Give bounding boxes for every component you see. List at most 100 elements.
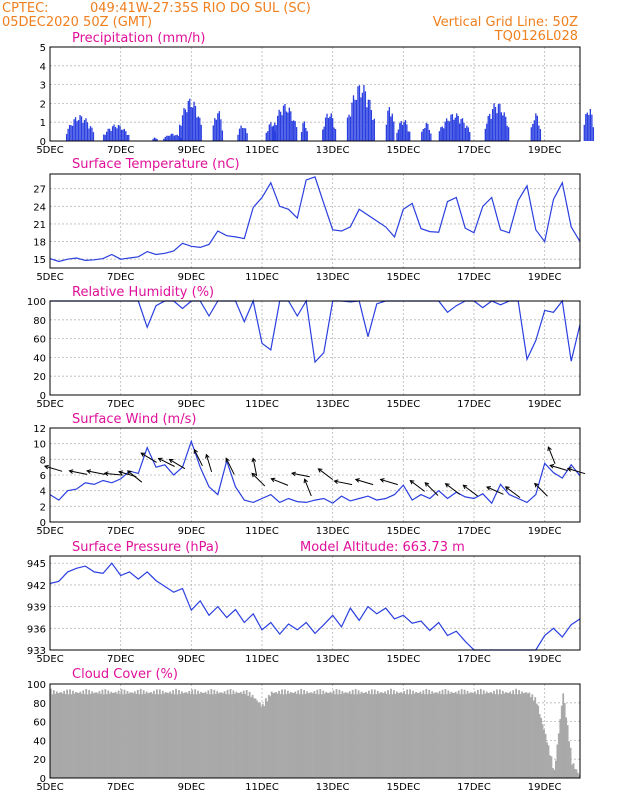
cloud-bar-81 xyxy=(169,691,172,778)
precip-bar-114 xyxy=(323,126,325,141)
cloud-bar-264 xyxy=(438,691,441,778)
xtick-rh-3: 11DEC xyxy=(245,399,279,410)
wind-arrowhead-14 xyxy=(270,477,276,483)
xtick-wind-4: 13DEC xyxy=(316,526,350,537)
wind-arrowhead-7 xyxy=(157,457,163,463)
precip-bar-36 xyxy=(128,134,130,141)
cloud-bar-101 xyxy=(198,693,201,778)
cloud-bar-42 xyxy=(111,692,114,778)
cloud-bar-124 xyxy=(232,690,235,778)
precip-bar-5 xyxy=(73,119,75,141)
ytick-wind-0: 0 xyxy=(40,518,46,529)
wind-arrowhead-0 xyxy=(43,464,49,470)
precip-bar-46 xyxy=(170,133,172,141)
cloud-bar-349 xyxy=(563,702,566,778)
precip-bar-18 xyxy=(92,132,95,141)
xtick-temp-7: 19DEC xyxy=(528,272,562,283)
cloud-bar-292 xyxy=(479,688,482,778)
cloud-bar-44 xyxy=(114,691,117,778)
cloud-bar-190 xyxy=(329,691,332,778)
series-line-temp xyxy=(49,176,581,263)
cloud-bar-300 xyxy=(491,693,494,778)
precip-bar-159 xyxy=(422,128,424,141)
cloud-bar-70 xyxy=(153,690,155,778)
cloud-bar-16 xyxy=(73,693,76,778)
cloud-bar-52 xyxy=(126,691,129,778)
ytick-wind-5: 10 xyxy=(33,440,46,451)
ytick-precip-3: 3 xyxy=(40,81,46,92)
xtick-wind-7: 19DEC xyxy=(528,526,562,537)
cloud-bar-314 xyxy=(512,690,515,778)
precip-bar-211 xyxy=(583,124,585,141)
wind-arrow-25 xyxy=(486,486,504,495)
wind-arrow-14 xyxy=(271,478,289,486)
cloud-bar-259 xyxy=(431,691,434,778)
cloud-bar-5 xyxy=(57,693,60,778)
cloud-bar-159 xyxy=(284,689,286,778)
precip-bar-205 xyxy=(532,123,534,141)
xtick-wind-5: 15DEC xyxy=(386,526,420,537)
precip-bar-16 xyxy=(89,126,92,141)
cloud-bar-209 xyxy=(357,690,360,778)
cloud-bar-2 xyxy=(52,690,55,778)
wind-arrowhead-24 xyxy=(462,484,468,490)
precip-bar-167 xyxy=(441,126,443,141)
cloud-bar-342 xyxy=(553,769,556,778)
cloud-bar-184 xyxy=(320,694,323,778)
cloud-bar-13 xyxy=(69,689,71,778)
ytick-cloud-4: 80 xyxy=(33,699,46,710)
wind-arrow-20 xyxy=(380,478,398,486)
cloud-bar-185 xyxy=(322,690,325,778)
precip-bar-2 xyxy=(68,124,71,141)
xtick-precip-4: 13DEC xyxy=(316,145,350,156)
cloud-bar-183 xyxy=(319,689,322,778)
precip-bar-35 xyxy=(126,134,128,141)
cloud-bar-181 xyxy=(316,689,319,778)
precip-bar-14 xyxy=(86,122,89,141)
cloud-bar-116 xyxy=(220,692,223,778)
cloud-bar-31 xyxy=(95,692,98,778)
cloud-bar-284 xyxy=(468,693,470,778)
cloud-bar-177 xyxy=(310,692,313,778)
cloud-bar-67 xyxy=(148,692,151,778)
precip-bar-185 xyxy=(467,127,469,141)
precip-bar-147 xyxy=(393,121,395,141)
cloud-bar-179 xyxy=(313,691,316,778)
wind-arrow-19 xyxy=(355,478,374,486)
cloud-bar-345 xyxy=(557,733,560,778)
cloud-bar-263 xyxy=(437,693,439,778)
precip-bar-204 xyxy=(530,127,532,141)
cloud-bar-53 xyxy=(128,693,130,778)
cloud-bar-226 xyxy=(382,693,385,778)
cloud-bar-0 xyxy=(50,688,52,778)
cloud-bar-336 xyxy=(544,734,547,778)
wind-arrow-22 xyxy=(424,482,439,496)
cloud-bar-228 xyxy=(385,693,388,778)
cloud-bar-262 xyxy=(435,692,438,778)
precip-bar-192 xyxy=(491,109,494,141)
cloud-bar-200 xyxy=(344,692,347,778)
cloud-bar-223 xyxy=(378,693,381,778)
cloud-bar-133 xyxy=(245,690,248,778)
precip-bar-13 xyxy=(85,118,87,141)
cloud-bar-14 xyxy=(70,694,73,778)
cloud-bar-59 xyxy=(136,689,139,778)
cloud-bar-3 xyxy=(54,693,57,778)
precip-bar-10 xyxy=(80,116,83,141)
precip-bar-210 xyxy=(539,129,542,141)
cloud-bar-120 xyxy=(226,689,229,778)
cloud-bar-195 xyxy=(337,694,339,778)
cloud-bar-29 xyxy=(92,693,95,778)
cloud-bar-317 xyxy=(516,694,519,778)
cloud-bar-112 xyxy=(214,694,217,778)
precip-bar-38 xyxy=(153,137,156,141)
precip-bar-101 xyxy=(287,112,289,141)
wind-arrow-5 xyxy=(127,470,143,483)
cloud-bar-20 xyxy=(79,691,82,778)
cloud-bar-90 xyxy=(182,693,185,778)
precip-bar-31 xyxy=(120,129,123,141)
cloud-bar-145 xyxy=(263,706,266,778)
precip-bar-168 xyxy=(443,128,445,141)
precip-bar-191 xyxy=(490,118,492,141)
cloud-bar-129 xyxy=(239,691,242,778)
